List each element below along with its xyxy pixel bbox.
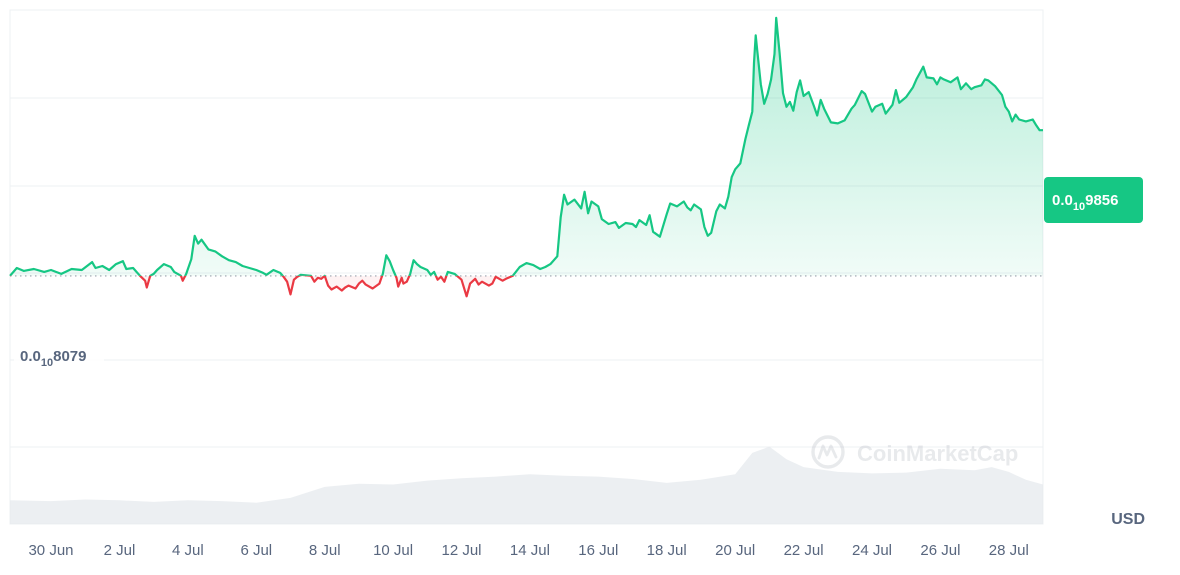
volume-area [10,446,1043,524]
coinmarketcap-logo-icon [811,435,845,469]
x-tick-label: 30 Jun [28,542,73,559]
x-tick-label: 22 Jul [784,542,824,559]
price-area [10,17,1043,297]
watermark-text: CoinMarketCap [857,441,1018,466]
watermark: CoinMarketCap [811,435,1018,469]
x-tick-label: 24 Jul [852,542,892,559]
baseline-price-subscript: 10 [41,357,53,369]
x-tick-label: 14 Jul [510,542,550,559]
x-tick-label: 4 Jul [172,542,204,559]
x-tick-label: 2 Jul [104,542,136,559]
x-tick-label: 26 Jul [920,542,960,559]
x-tick-label: 16 Jul [578,542,618,559]
svg-text:0.0109856: 0.0109856 [1052,192,1118,213]
price-area-above-baseline [10,17,1043,276]
current-price-badge: 0.0109856 [1044,177,1143,223]
volume-area-path [10,446,1043,524]
current-price-subscript: 10 [1073,201,1085,213]
x-tick-label: 8 Jul [309,542,341,559]
baseline-price-suffix: 8079 [53,348,86,365]
x-tick-label: 20 Jul [715,542,755,559]
svg-text:0.0108079: 0.0108079 [20,348,86,369]
x-axis-ticks: 30 Jun 2 Jul 4 Jul 6 Jul 8 Jul 10 Jul 12 Jul 14… [28,542,1028,559]
price-line [9,16,1043,298]
currency-label: USD [1111,511,1145,528]
x-tick-label: 18 Jul [647,542,687,559]
x-tick-label: 10 Jul [373,542,413,559]
current-price-prefix: 0.0 [1052,192,1073,209]
x-tick-label: 12 Jul [441,542,481,559]
x-tick-label: 28 Jul [989,542,1029,559]
x-tick-label: 6 Jul [240,542,272,559]
baseline-price-prefix: 0.0 [20,348,41,365]
price-line-above-baseline [9,16,1043,276]
current-price-suffix: 9856 [1085,192,1118,209]
baseline-price-label: 0.0108079 [14,342,104,369]
